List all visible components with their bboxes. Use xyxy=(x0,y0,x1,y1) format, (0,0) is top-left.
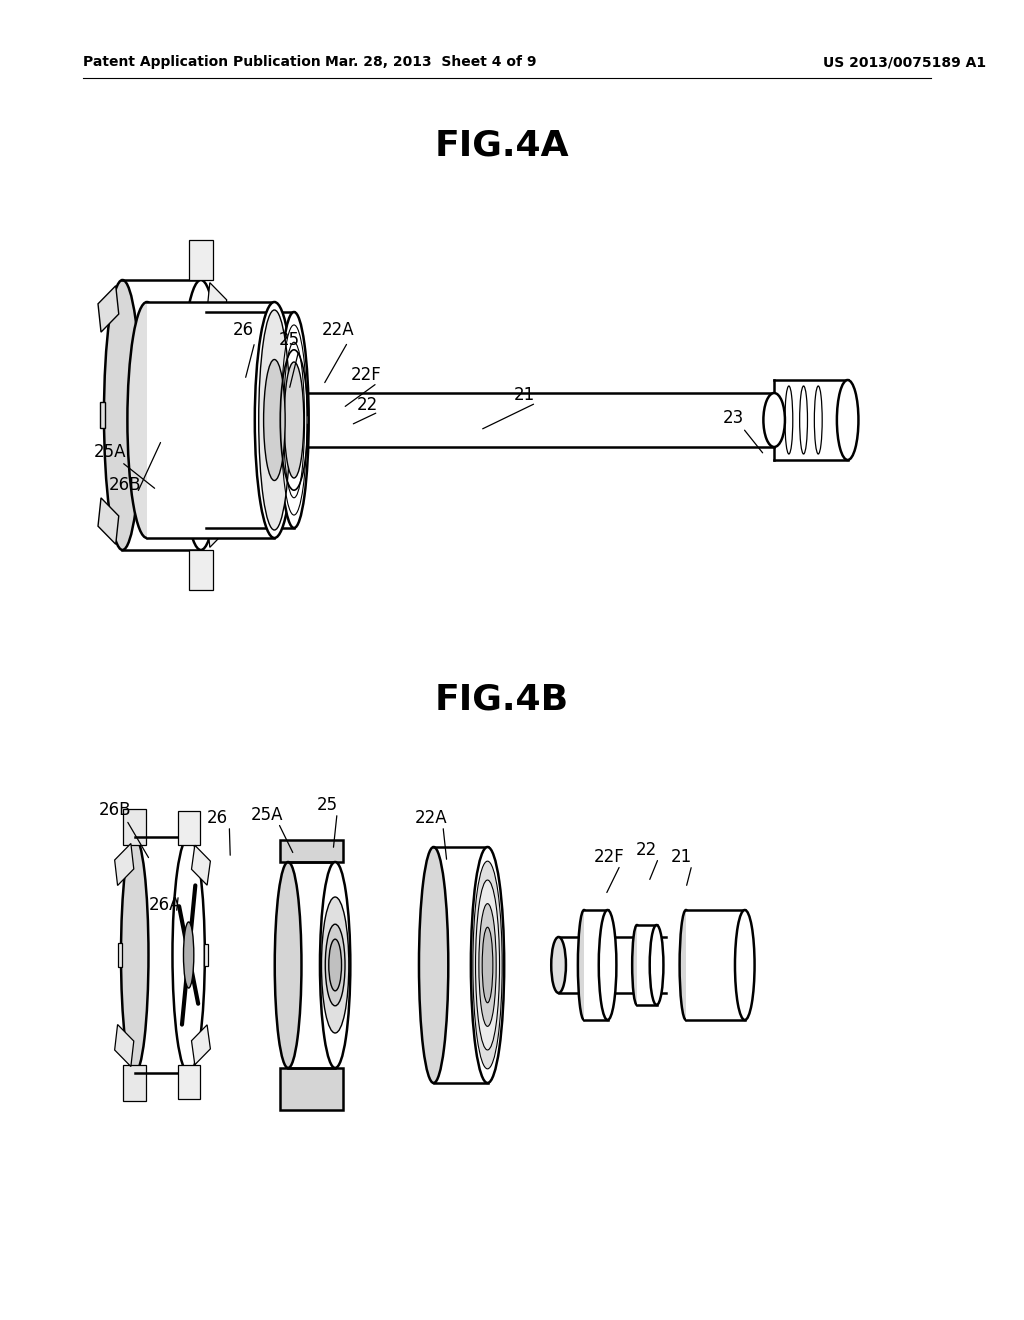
Polygon shape xyxy=(98,498,119,544)
Text: 22F: 22F xyxy=(594,847,625,866)
Ellipse shape xyxy=(326,924,345,1006)
Ellipse shape xyxy=(479,904,497,1027)
Polygon shape xyxy=(204,944,208,966)
Ellipse shape xyxy=(274,862,301,1068)
Ellipse shape xyxy=(285,362,304,478)
Text: 22: 22 xyxy=(636,841,657,859)
Text: 22A: 22A xyxy=(322,321,354,339)
Ellipse shape xyxy=(680,909,692,1020)
Ellipse shape xyxy=(735,909,755,1020)
Polygon shape xyxy=(207,282,226,329)
Polygon shape xyxy=(189,550,213,590)
Polygon shape xyxy=(98,285,119,333)
Ellipse shape xyxy=(482,927,493,1003)
Text: Mar. 28, 2013  Sheet 4 of 9: Mar. 28, 2013 Sheet 4 of 9 xyxy=(326,55,537,69)
Ellipse shape xyxy=(121,837,148,1073)
Ellipse shape xyxy=(322,898,349,1034)
Polygon shape xyxy=(686,909,744,1020)
Ellipse shape xyxy=(319,862,350,1068)
Polygon shape xyxy=(177,1065,200,1100)
Text: FIG.4A: FIG.4A xyxy=(434,128,569,162)
Polygon shape xyxy=(289,393,774,447)
Ellipse shape xyxy=(551,937,566,993)
Polygon shape xyxy=(123,809,146,845)
Text: 25: 25 xyxy=(279,331,300,348)
Text: 25A: 25A xyxy=(93,444,126,461)
Polygon shape xyxy=(637,925,656,1005)
Text: 21: 21 xyxy=(514,385,535,404)
Polygon shape xyxy=(206,312,294,528)
Text: 25A: 25A xyxy=(250,807,283,824)
Ellipse shape xyxy=(419,847,449,1082)
Ellipse shape xyxy=(471,847,504,1082)
Polygon shape xyxy=(191,845,210,886)
Polygon shape xyxy=(207,502,226,548)
Text: 26A: 26A xyxy=(148,896,181,913)
Polygon shape xyxy=(123,1065,146,1101)
Polygon shape xyxy=(118,944,122,966)
Ellipse shape xyxy=(255,302,294,539)
Text: 26: 26 xyxy=(232,321,254,339)
Polygon shape xyxy=(115,843,134,886)
Polygon shape xyxy=(236,366,294,475)
Polygon shape xyxy=(189,240,213,280)
Ellipse shape xyxy=(104,280,141,550)
Ellipse shape xyxy=(183,921,194,989)
Text: 25: 25 xyxy=(316,796,338,814)
Ellipse shape xyxy=(194,378,208,453)
Ellipse shape xyxy=(263,359,285,480)
Polygon shape xyxy=(281,840,343,862)
Polygon shape xyxy=(147,302,274,539)
Polygon shape xyxy=(177,810,200,845)
Text: 22A: 22A xyxy=(415,809,447,828)
Ellipse shape xyxy=(285,366,304,475)
Ellipse shape xyxy=(172,837,205,1073)
Ellipse shape xyxy=(127,302,167,539)
Text: 22: 22 xyxy=(356,396,378,414)
Ellipse shape xyxy=(473,861,502,1069)
Text: 21: 21 xyxy=(671,847,691,866)
Text: 26B: 26B xyxy=(110,477,141,494)
Ellipse shape xyxy=(763,393,785,447)
Polygon shape xyxy=(221,403,225,428)
Text: 26: 26 xyxy=(207,809,228,828)
Ellipse shape xyxy=(225,366,245,475)
Ellipse shape xyxy=(837,380,858,459)
Ellipse shape xyxy=(329,939,342,991)
Text: FIG.4B: FIG.4B xyxy=(434,682,568,717)
Polygon shape xyxy=(281,1068,343,1110)
Ellipse shape xyxy=(578,909,590,1020)
Text: Patent Application Publication: Patent Application Publication xyxy=(83,55,322,69)
Text: US 2013/0075189 A1: US 2013/0075189 A1 xyxy=(823,55,986,69)
Polygon shape xyxy=(558,937,667,993)
Ellipse shape xyxy=(259,310,290,531)
Polygon shape xyxy=(115,1024,134,1067)
Ellipse shape xyxy=(475,880,500,1049)
Polygon shape xyxy=(100,403,104,428)
Ellipse shape xyxy=(180,280,221,550)
Polygon shape xyxy=(774,380,848,459)
Polygon shape xyxy=(584,909,607,1020)
Ellipse shape xyxy=(599,909,616,1020)
Ellipse shape xyxy=(191,312,220,528)
Polygon shape xyxy=(191,1024,210,1065)
Text: 26B: 26B xyxy=(98,801,131,818)
Ellipse shape xyxy=(632,925,642,1005)
Text: 23: 23 xyxy=(722,409,743,426)
Text: 22F: 22F xyxy=(351,366,382,384)
Ellipse shape xyxy=(280,312,308,528)
Ellipse shape xyxy=(649,925,664,1005)
